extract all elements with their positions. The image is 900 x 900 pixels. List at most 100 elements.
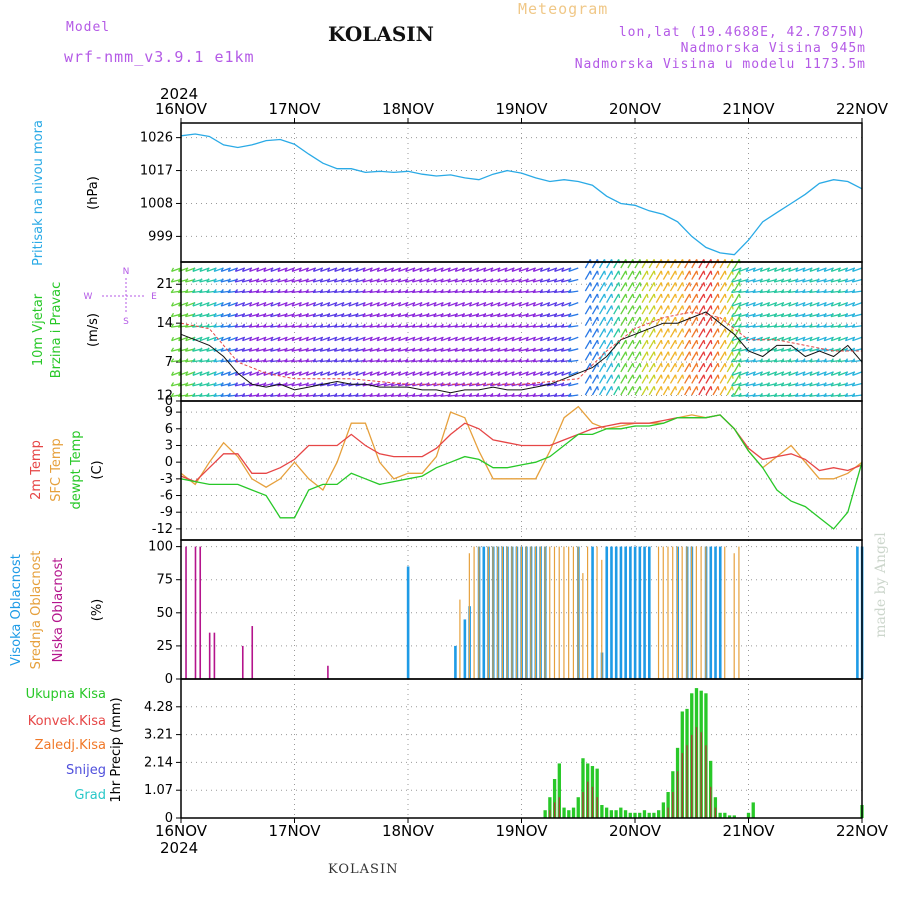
wind-barb-tick — [809, 278, 813, 283]
wind-barb — [753, 371, 763, 376]
conv-precip-bar — [681, 753, 684, 818]
high-cloud-bar — [856, 546, 859, 679]
wind-barb-tick — [170, 323, 175, 328]
model-name: wrf-nmm_v3.9.1 e1km — [64, 48, 255, 66]
precip-legend-item: Zaledj.Kisa — [35, 738, 106, 753]
wind-barb-tick — [518, 267, 522, 272]
wind-barb-tick — [752, 288, 756, 293]
wind-barb-tick — [639, 351, 642, 356]
wind-barb — [462, 302, 473, 307]
wind-barb — [676, 282, 684, 292]
wind-barb-tick — [787, 358, 792, 363]
wind-barb-tick — [348, 347, 352, 352]
wind-barb — [705, 351, 712, 361]
wind-barb-tick — [440, 267, 444, 272]
mid-cloud-bar — [676, 546, 679, 679]
wind-barb-tick — [696, 386, 699, 391]
wind-barb-tick — [731, 386, 734, 391]
wind-barb-tick — [333, 392, 338, 397]
wind-barb-tick — [234, 323, 238, 328]
wind-barb-tick — [170, 278, 175, 283]
mid-cloud-bar — [534, 546, 537, 679]
wind-barb-tick — [178, 302, 182, 307]
wind-barb — [568, 348, 579, 352]
wind-barb-tick — [731, 293, 734, 299]
wind-barb-tick — [291, 288, 295, 293]
wind-barb — [620, 293, 627, 303]
wind-barb-tick — [390, 312, 394, 317]
wind-barb-tick — [809, 323, 813, 328]
wind-barb — [719, 282, 726, 292]
wind-barb-tick — [277, 358, 281, 363]
wind-barb — [270, 267, 281, 273]
wind-barb-tick — [653, 282, 656, 287]
wind-barb-tick — [277, 347, 281, 352]
wind-barb — [391, 302, 402, 307]
wind-barb-tick — [234, 267, 238, 272]
wind-barb — [490, 371, 501, 376]
wind-barb-tick — [823, 358, 827, 363]
mid-cloud-bar — [572, 546, 574, 679]
wind-barb — [676, 305, 684, 315]
wind-barb — [591, 259, 599, 269]
wind-barb — [533, 336, 544, 342]
wind-barb-tick — [745, 392, 749, 397]
wind-barb-tick — [426, 336, 430, 341]
wind-barb-tick — [696, 293, 699, 299]
wind-barb-tick — [738, 386, 741, 391]
wind-barb-tick — [724, 363, 727, 368]
wind-barb — [745, 302, 756, 307]
wind-barb-tick — [425, 288, 430, 293]
total-precip-bar — [604, 807, 609, 818]
wind-barb-tick — [440, 336, 444, 341]
wind-barb — [774, 302, 785, 307]
wind-barb-tick — [596, 351, 599, 356]
wind-barb — [469, 302, 480, 307]
wind-barb-tick — [468, 371, 472, 376]
wind-barb-tick — [759, 371, 763, 376]
wind-barb — [802, 336, 813, 342]
wind-barb-tick — [689, 374, 692, 379]
wind-barb-tick — [511, 278, 515, 283]
wind-barb-tick — [411, 312, 416, 317]
wind-barb — [705, 362, 712, 373]
wind-barb — [767, 302, 778, 307]
wind-barb-tick — [305, 278, 309, 283]
wind-barb-tick — [284, 392, 288, 397]
wind-barb-tick — [724, 316, 727, 322]
conv-precip-bar — [691, 734, 693, 818]
wind-barb-tick — [249, 267, 253, 272]
wind-barb-tick — [696, 351, 699, 356]
wind-barb — [497, 371, 508, 376]
wind-barb-tick — [816, 392, 820, 397]
wind-barb-tick — [816, 323, 820, 328]
wind-barb-tick — [220, 302, 224, 307]
wind-barb-tick — [511, 267, 515, 272]
wind-barb-tick — [397, 358, 402, 363]
wind-barb-tick — [184, 358, 189, 363]
wind-barb-tick — [674, 293, 677, 299]
wind-barb-tick — [532, 323, 536, 328]
wind-barb-tick — [333, 347, 338, 352]
mid-cloud-bar — [478, 546, 480, 679]
wind-barb-tick — [539, 323, 544, 328]
wind-barb-tick — [738, 267, 742, 272]
wind-barb-tick — [759, 336, 763, 341]
wind-barb — [448, 302, 458, 307]
wind-barb — [760, 302, 771, 307]
wind-barb-tick — [731, 358, 735, 363]
wind-barb — [362, 336, 373, 342]
low-cloud-bar — [251, 626, 254, 679]
wind-barb — [476, 336, 487, 342]
wind-barb — [462, 371, 473, 376]
wind-barb — [483, 336, 494, 342]
wind-barb-tick — [681, 386, 685, 391]
wind-barb-tick — [348, 278, 352, 283]
total-precip-bar — [619, 807, 623, 818]
wind-barb — [838, 371, 849, 376]
wind-barb-tick — [795, 336, 799, 341]
wind-barb — [613, 362, 620, 373]
wind-barb-tick — [362, 371, 366, 376]
wind-barb-tick — [319, 267, 323, 272]
wind-barb — [584, 282, 591, 292]
